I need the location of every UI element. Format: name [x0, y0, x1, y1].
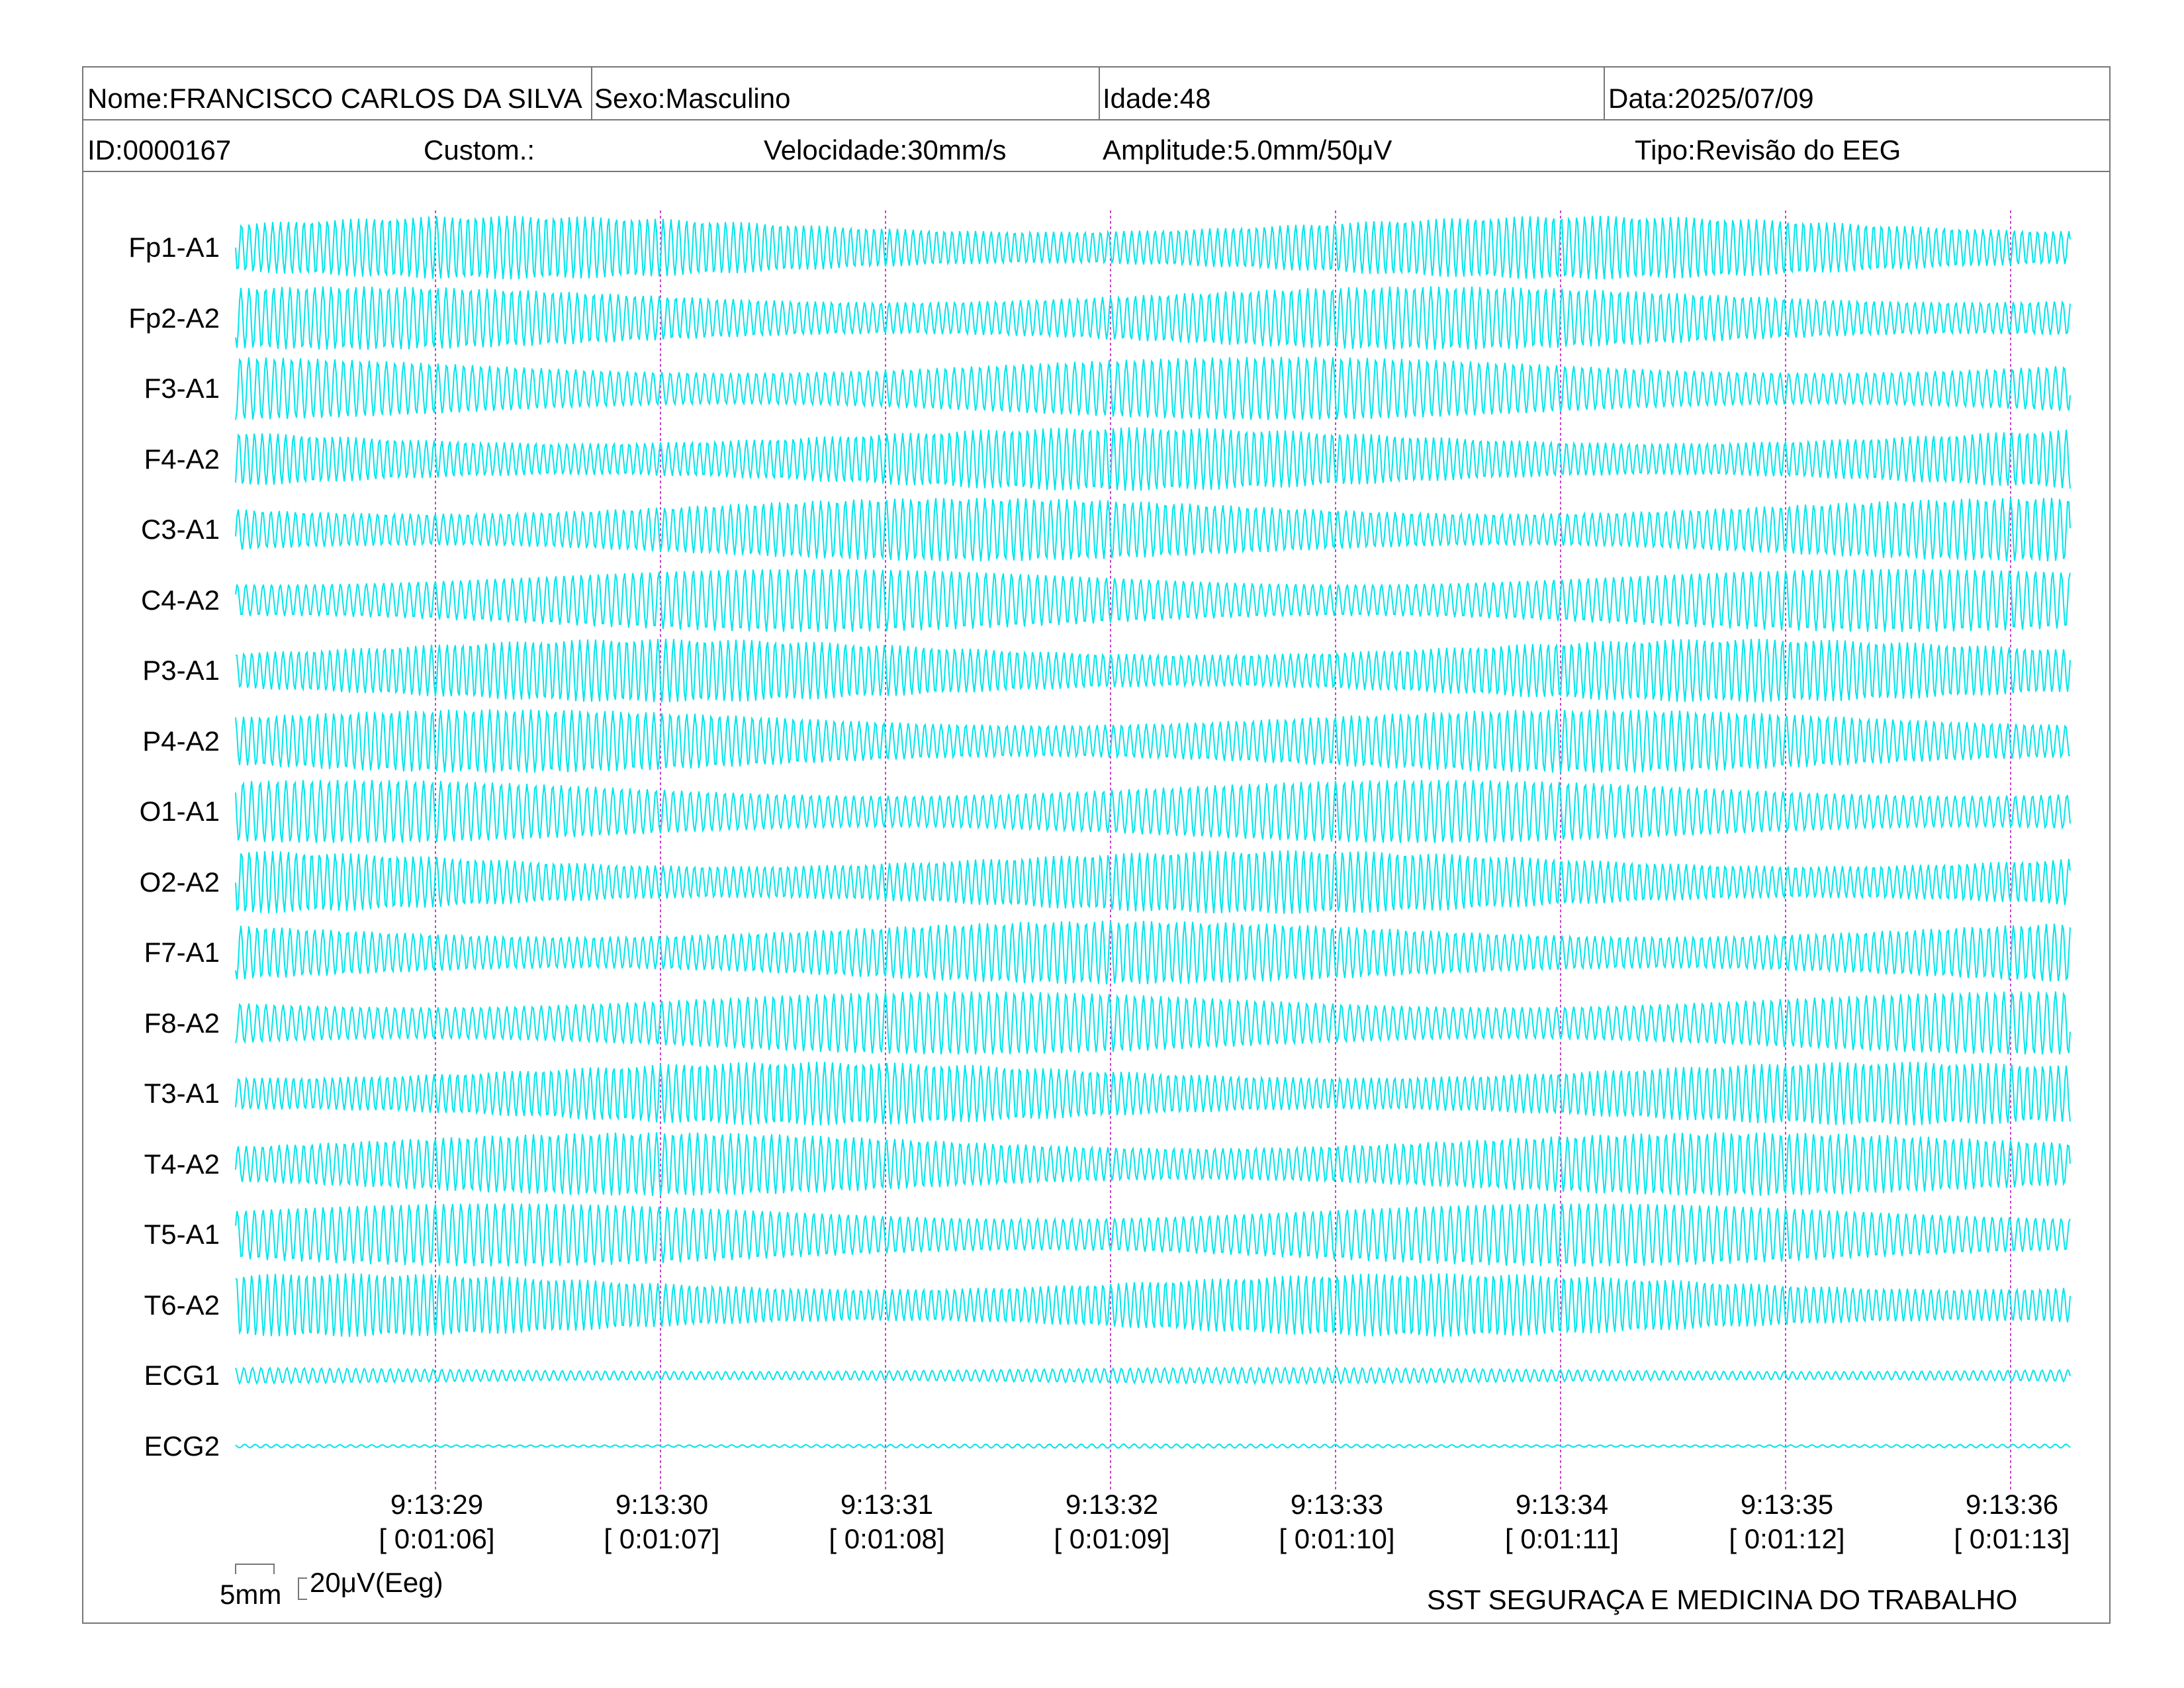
time-marker-clock: 9:13:36	[1965, 1489, 2059, 1520]
channel-label: C3-A1	[140, 514, 220, 545]
channel-label: ECG1	[144, 1360, 220, 1391]
channel-label: P3-A1	[142, 655, 220, 686]
channel-trace	[235, 638, 2071, 703]
channel-label: T5-A1	[144, 1219, 220, 1250]
time-marker-clock: 9:13:33	[1290, 1489, 1384, 1520]
header-bottom-border	[82, 171, 2111, 172]
channel-trace	[235, 1203, 2071, 1267]
channel-label: O1-A1	[139, 796, 220, 827]
channel-label: ECG2	[144, 1430, 220, 1462]
patient-sex: Sexo:Masculino	[594, 85, 791, 113]
amplitude-setting: Amplitude:5.0mm/50μV	[1103, 136, 1392, 164]
channel-label: T4-A2	[144, 1149, 220, 1180]
time-marker-elapsed: [ 0:01:13]	[1954, 1523, 2070, 1554]
channel-label: F4-A2	[144, 444, 220, 475]
time-marker-elapsed: [ 0:01:07]	[604, 1523, 720, 1554]
patient-id: ID:0000167	[87, 136, 232, 164]
time-marker-clock: 9:13:34	[1515, 1489, 1609, 1520]
exam-type: Tipo:Revisão do EEG	[1635, 136, 1901, 164]
amplitude-scale-label: 20μV(Eeg)	[310, 1567, 443, 1598]
channel-trace	[235, 709, 2071, 773]
time-marker: 9:13:30 [ 0:01:07]	[582, 1487, 741, 1556]
header-col-divider	[1604, 66, 1605, 119]
channel-label: P4-A2	[142, 726, 220, 757]
time-marker-clock: 9:13:29	[390, 1489, 484, 1520]
time-scale-bar	[235, 1564, 275, 1574]
patient-name: Nome:FRANCISCO CARLOS DA SILVA	[87, 85, 582, 113]
report-frame	[82, 66, 2111, 1624]
custom-field: Custom.:	[424, 136, 535, 164]
time-marker-clock: 9:13:35	[1740, 1489, 1834, 1520]
header-divider	[82, 119, 2111, 120]
time-marker: 9:13:35 [ 0:01:12]	[1707, 1487, 1866, 1556]
amplitude-scale-bar	[298, 1577, 307, 1600]
channel-trace	[235, 569, 2071, 632]
channel-label: F3-A1	[144, 373, 220, 404]
channel-trace	[235, 1273, 2071, 1337]
channel-trace	[235, 1132, 2071, 1196]
time-marker: 9:13:32 [ 0:01:09]	[1032, 1487, 1191, 1556]
time-marker-elapsed: [ 0:01:09]	[1054, 1523, 1170, 1554]
time-scale-label: 5mm	[220, 1579, 282, 1610]
time-marker: 9:13:36 [ 0:01:13]	[1933, 1487, 2091, 1556]
time-marker-clock: 9:13:32	[1065, 1489, 1159, 1520]
channel-trace	[235, 356, 2071, 420]
channel-trace	[235, 1443, 2071, 1449]
company-name: SST SEGURAÇA E MEDICINA DO TRABALHO	[1427, 1584, 2018, 1615]
channel-trace	[235, 427, 2071, 491]
channel-trace	[235, 850, 2071, 914]
channel-label: T3-A1	[144, 1078, 220, 1109]
channel-label: C4-A2	[140, 585, 220, 616]
patient-age: Idade:48	[1103, 85, 1211, 113]
time-marker-elapsed: [ 0:01:06]	[379, 1523, 495, 1554]
time-marker: 9:13:29 [ 0:01:06]	[357, 1487, 516, 1556]
time-marker: 9:13:31 [ 0:01:08]	[807, 1487, 966, 1556]
paper-speed: Velocidade:30mm/s	[764, 136, 1007, 164]
channel-trace	[235, 1366, 2071, 1385]
header-col-divider	[1099, 66, 1100, 119]
channel-label: Fp1-A1	[128, 232, 220, 263]
time-marker: 9:13:33 [ 0:01:10]	[1257, 1487, 1416, 1556]
channel-trace	[235, 215, 2071, 280]
channel-label: O2-A2	[139, 867, 220, 898]
channel-label: F8-A2	[144, 1008, 220, 1039]
channel-trace	[235, 921, 2071, 984]
header-col-divider	[591, 66, 592, 119]
channel-label: T6-A2	[144, 1289, 220, 1321]
channel-trace	[235, 1061, 2071, 1126]
time-marker-clock: 9:13:30	[615, 1489, 709, 1520]
channel-label: F7-A1	[144, 937, 220, 968]
channel-trace	[235, 991, 2071, 1055]
time-marker: 9:13:34 [ 0:01:11]	[1482, 1487, 1641, 1556]
channel-trace	[235, 286, 2071, 350]
time-marker-clock: 9:13:31	[840, 1489, 934, 1520]
channel-trace	[235, 780, 2071, 843]
time-marker-elapsed: [ 0:01:08]	[829, 1523, 945, 1554]
channel-label: Fp2-A2	[128, 303, 220, 334]
time-marker-elapsed: [ 0:01:10]	[1279, 1523, 1395, 1554]
channel-trace	[235, 498, 2071, 562]
time-marker-elapsed: [ 0:01:12]	[1729, 1523, 1845, 1554]
exam-date: Data:2025/07/09	[1608, 85, 1814, 113]
time-marker-elapsed: [ 0:01:11]	[1504, 1523, 1619, 1554]
